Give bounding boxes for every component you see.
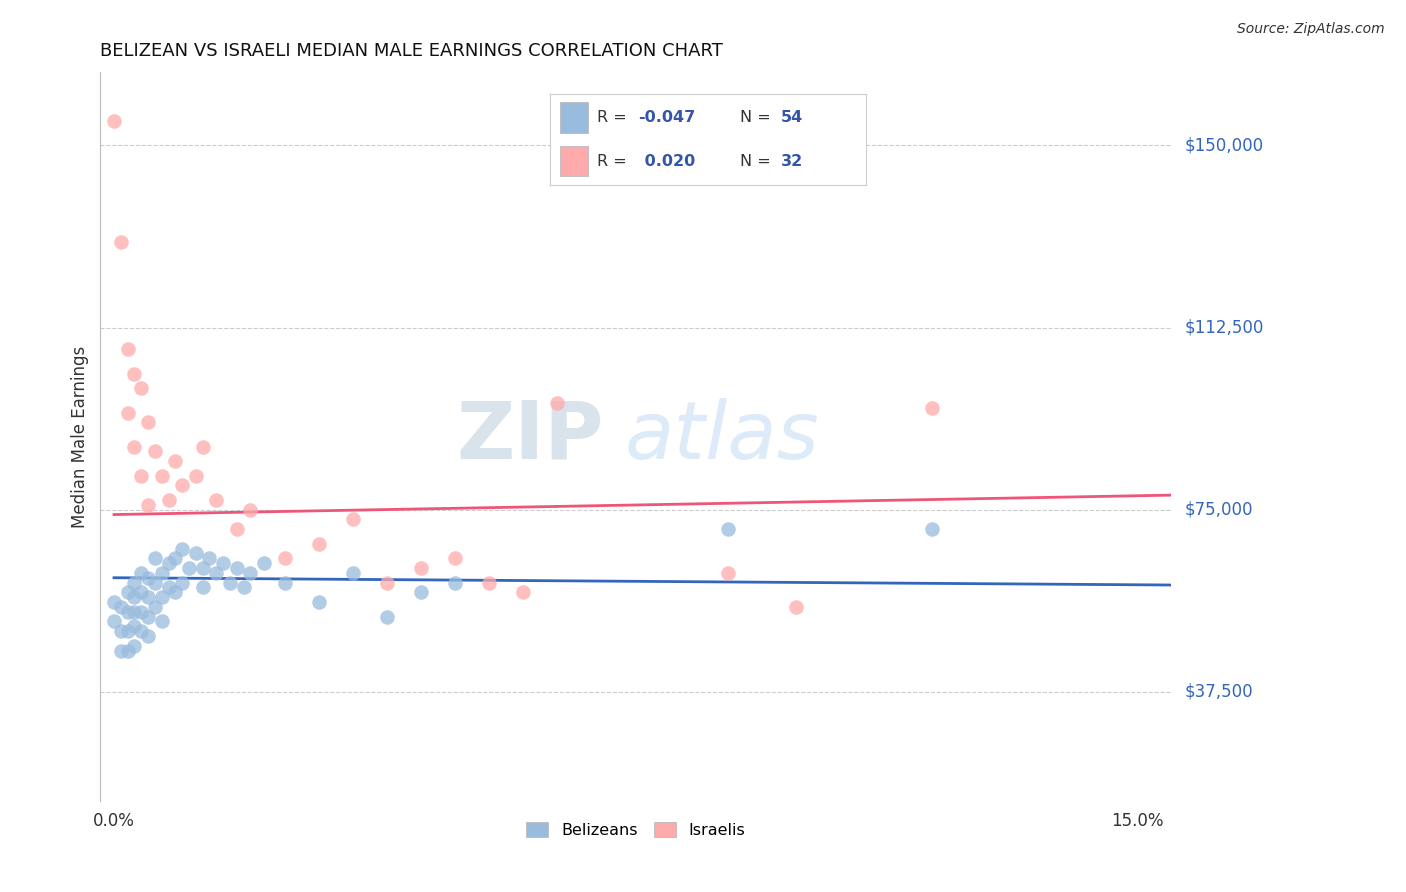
Point [165,454,187,468]
Text: atlas: atlas [626,398,820,475]
Point [143,599,166,614]
Point [253,556,276,570]
Point [172,575,194,590]
Point [375,575,398,590]
Point [512,585,534,599]
Point [308,537,330,551]
Point [177,561,200,575]
Point [205,566,228,580]
Point [191,561,214,575]
Point [143,444,166,458]
Point [129,566,152,580]
Point [409,561,432,575]
Point [785,599,807,614]
Point [110,235,132,250]
Point [921,401,943,415]
Point [225,522,247,536]
Point [184,468,207,483]
Point [219,575,242,590]
Point [172,478,194,492]
Point [124,605,146,619]
Point [129,468,152,483]
Point [717,566,740,580]
Point [273,551,295,566]
Y-axis label: Median Male Earnings: Median Male Earnings [72,346,89,528]
Point [191,440,214,454]
Point [124,575,146,590]
Point [103,595,125,609]
Point [110,643,132,657]
Legend: Belizeans, Israelis: Belizeans, Israelis [520,815,752,844]
Text: $37,500: $37,500 [1185,683,1254,701]
Point [225,561,247,575]
Point [136,609,159,624]
Point [198,551,221,566]
Point [150,566,173,580]
Point [124,367,146,381]
Point [546,396,568,410]
Point [191,581,214,595]
Text: $150,000: $150,000 [1185,136,1264,154]
Point [110,624,132,639]
Point [124,590,146,604]
Point [444,551,467,566]
Point [150,468,173,483]
Point [239,502,262,516]
Point [205,493,228,508]
Point [308,595,330,609]
Point [117,585,139,599]
Point [184,546,207,560]
Point [103,114,125,128]
Text: $112,500: $112,500 [1185,318,1264,336]
Point [129,381,152,395]
Text: ZIP: ZIP [457,398,603,475]
Point [375,609,398,624]
Text: $75,000: $75,000 [1185,500,1253,519]
Point [143,551,166,566]
Point [273,575,295,590]
Point [717,522,740,536]
Point [478,575,501,590]
Point [165,585,187,599]
Point [110,599,132,614]
Point [124,639,146,653]
Point [129,605,152,619]
Point [124,440,146,454]
Point [239,566,262,580]
Point [172,541,194,556]
Point [136,571,159,585]
Point [136,629,159,643]
Point [103,615,125,629]
Point [157,556,180,570]
Point [129,585,152,599]
Point [124,619,146,633]
Text: Source: ZipAtlas.com: Source: ZipAtlas.com [1237,22,1385,37]
Point [409,585,432,599]
Point [342,512,364,526]
Point [117,624,139,639]
Point [117,343,139,357]
Point [157,493,180,508]
Point [129,624,152,639]
Point [117,643,139,657]
Point [136,590,159,604]
Point [212,556,235,570]
Point [232,581,254,595]
Point [444,575,467,590]
Point [150,590,173,604]
Point [143,575,166,590]
Point [150,615,173,629]
Point [921,522,943,536]
Point [117,405,139,419]
Point [342,566,364,580]
Point [157,581,180,595]
Point [117,605,139,619]
Point [136,415,159,429]
Text: BELIZEAN VS ISRAELI MEDIAN MALE EARNINGS CORRELATION CHART: BELIZEAN VS ISRAELI MEDIAN MALE EARNINGS… [100,42,723,60]
Point [165,551,187,566]
Point [136,498,159,512]
